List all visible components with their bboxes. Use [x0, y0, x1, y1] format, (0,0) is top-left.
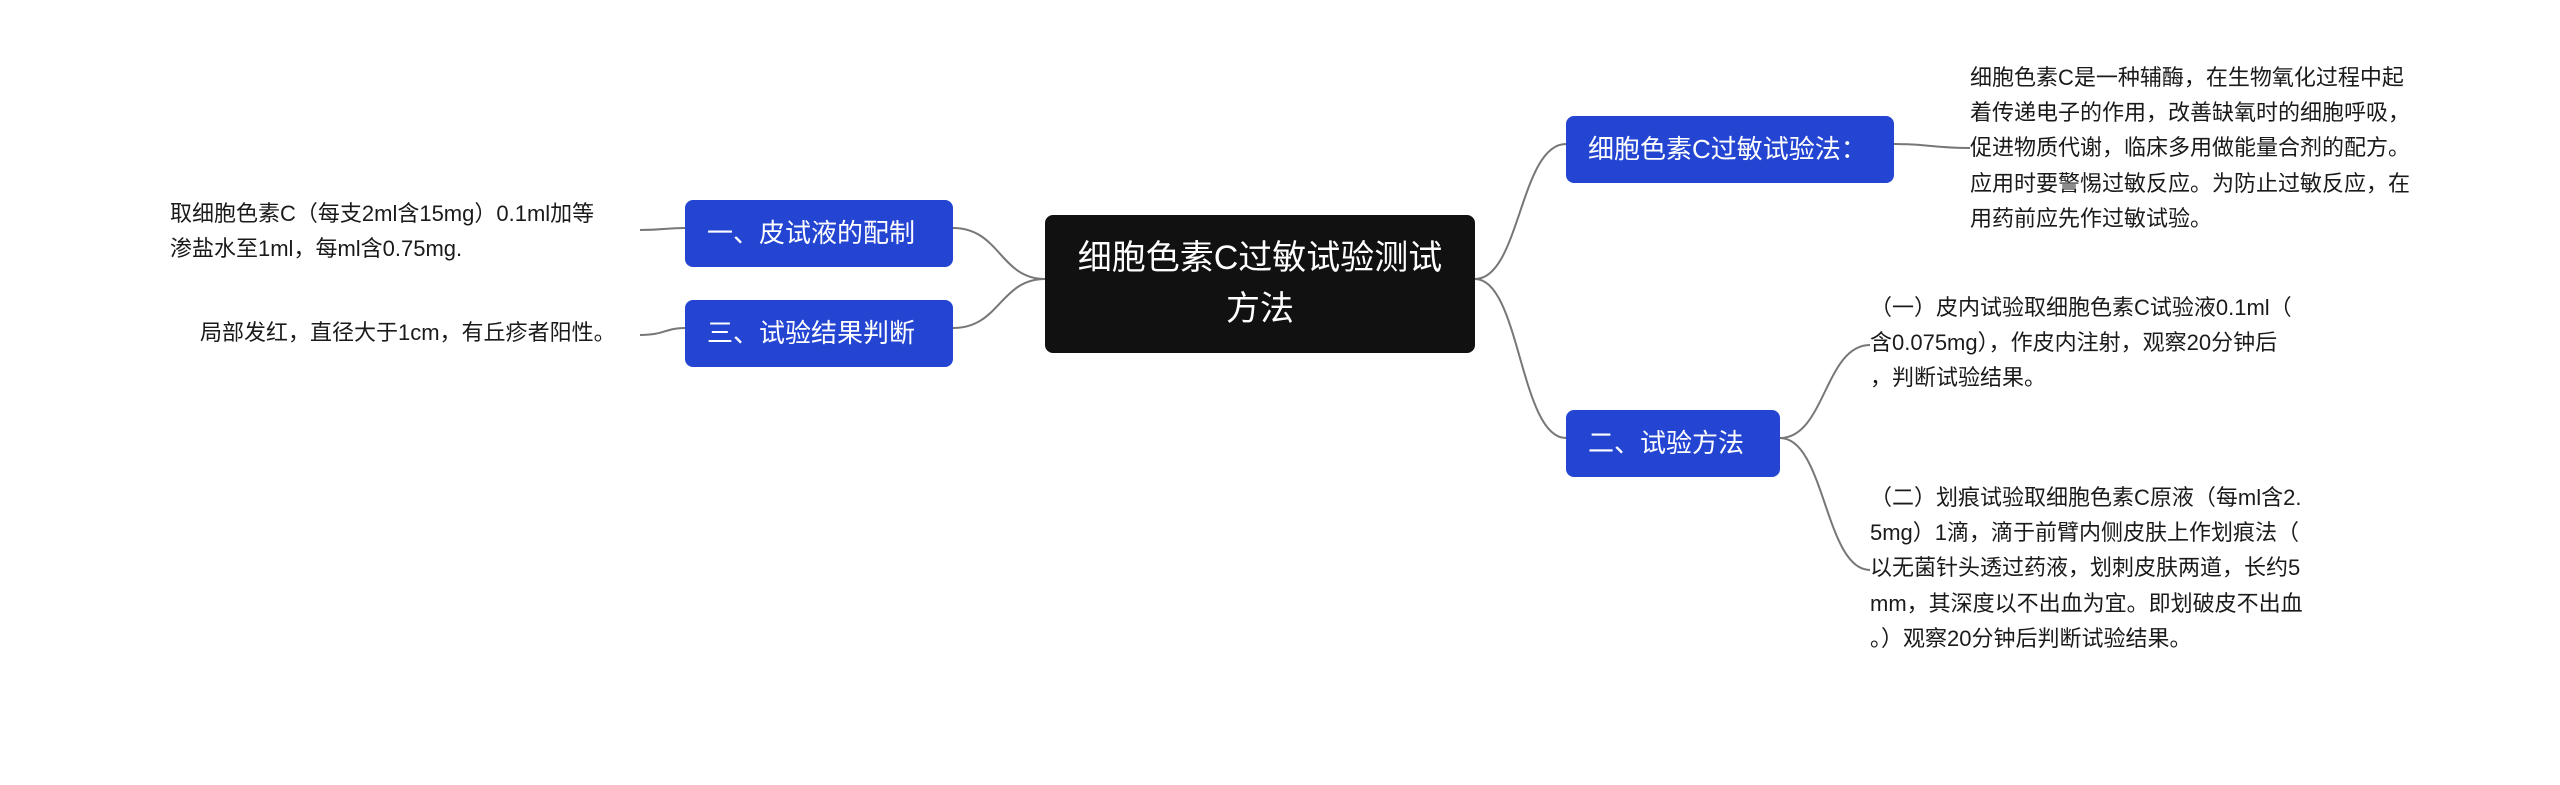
- left-leaf-1: 局部发红，直径大于1cm，有丘疹者阳性。: [200, 315, 640, 355]
- right-branch-0: 细胞色素C过敏试验法：: [1566, 116, 1894, 183]
- right-branch-1: 二、试验方法: [1566, 410, 1780, 477]
- connector: [1780, 345, 1870, 438]
- right-leaf-0: 细胞色素C是一种辅酶，在生物氧化过程中起着传递电子的作用，改善缺氧时的细胞呼吸，…: [1970, 60, 2470, 240]
- left-branch-1: 三、试验结果判断: [685, 300, 953, 367]
- connector: [640, 228, 685, 230]
- left-leaf-0: 取细胞色素C（每支2ml含15mg）0.1ml加等渗盐水至1ml，每ml含0.7…: [170, 196, 640, 266]
- connector: [953, 228, 1045, 279]
- connector: [953, 279, 1045, 328]
- right-leaf-1-1: （二）划痕试验取细胞色素C原液（每ml含2.5mg）1滴，滴于前臂内侧皮肤上作划…: [1870, 480, 2360, 670]
- center-node: 细胞色素C过敏试验测试方法: [1045, 215, 1475, 353]
- left-branch-0: 一、皮试液的配制: [685, 200, 953, 267]
- right-leaf-1-0: （一）皮内试验取细胞色素C试验液0.1ml（含0.075mg），作皮内注射，观察…: [1870, 290, 2350, 400]
- connector: [1475, 144, 1566, 279]
- connector: [1780, 438, 1870, 570]
- connector: [1894, 144, 1970, 148]
- connector: [1475, 279, 1566, 438]
- connector: [640, 328, 685, 335]
